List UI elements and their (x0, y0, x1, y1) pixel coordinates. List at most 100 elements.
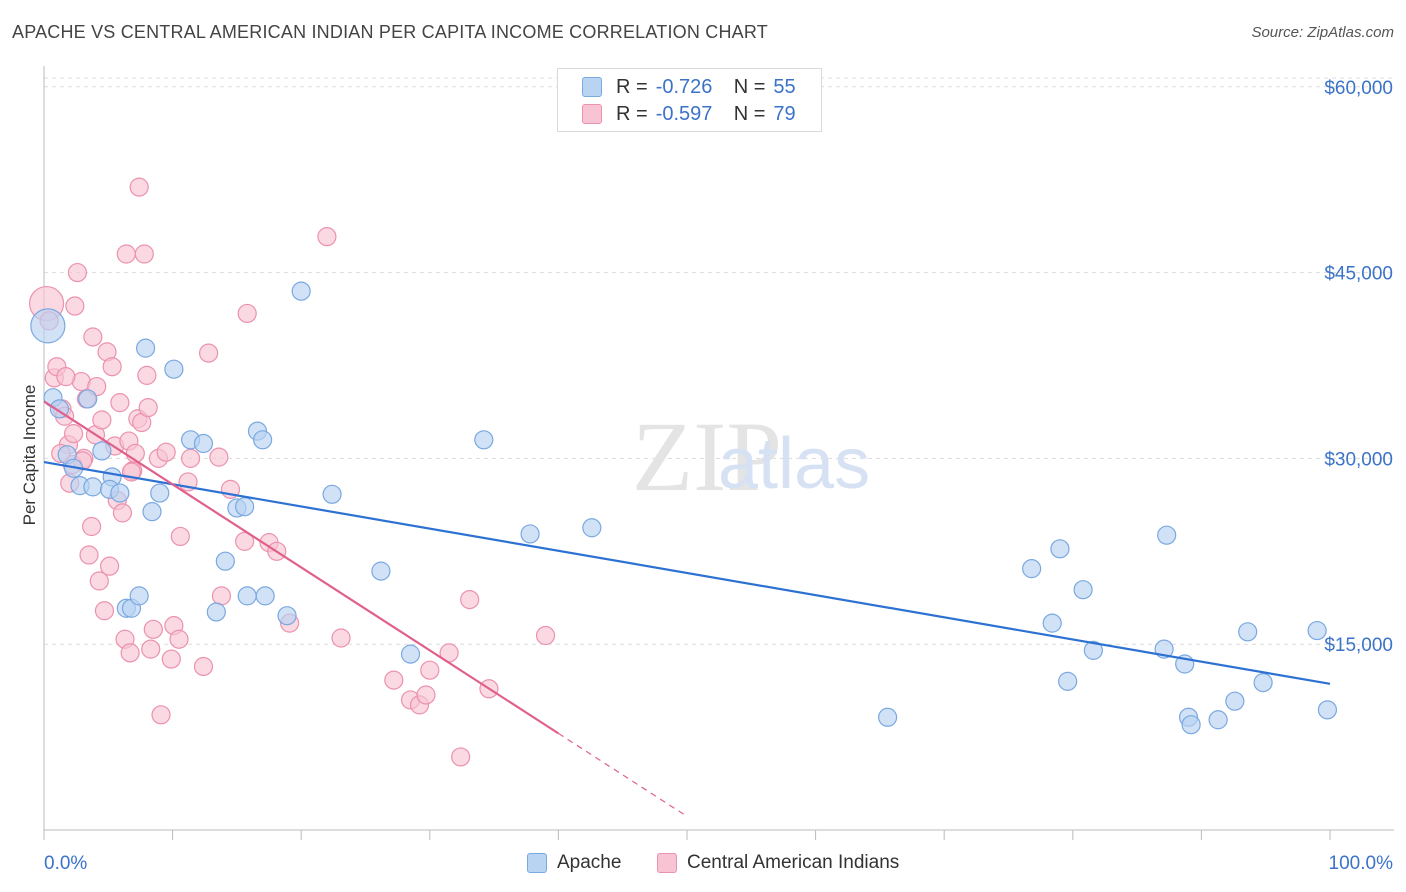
cai-point (56, 367, 76, 387)
watermark-atlas: atlas (718, 424, 870, 504)
apache-trend-line (43, 461, 1331, 685)
apache-point (1208, 710, 1228, 730)
cai-point (134, 244, 154, 264)
cai-point (112, 503, 133, 523)
apache-point (129, 586, 149, 606)
apache-point (1083, 640, 1103, 660)
apache-point (1317, 700, 1338, 720)
apache-point (83, 477, 103, 497)
watermark-zip: ZIP (632, 401, 782, 512)
apache-point (1050, 539, 1070, 559)
cai-point (92, 410, 112, 430)
cai-trend-line (43, 400, 559, 735)
stats-legend: R = -0.726 N = 55 R = -0.597 N = 79 (557, 68, 822, 132)
apache-point (110, 483, 130, 503)
cai-point (331, 628, 351, 648)
apache-point (371, 561, 391, 581)
cai-point (110, 393, 130, 413)
cai-point (89, 571, 109, 591)
cai-point (67, 262, 88, 283)
apache-point (400, 644, 421, 664)
cai-point (120, 643, 140, 663)
cai-point (151, 705, 171, 725)
cai-point (81, 516, 102, 537)
cai-point (156, 442, 176, 462)
apache-point (1238, 622, 1258, 642)
cai-point (193, 656, 214, 677)
apache-point (215, 551, 235, 571)
cai-point (137, 365, 157, 385)
apache-point (237, 586, 257, 606)
apache-point (150, 483, 170, 503)
y-tick-label: $45,000 (1324, 264, 1393, 285)
cai-point (141, 639, 161, 659)
apache-swatch (582, 77, 602, 97)
cai-point (535, 625, 556, 646)
apache-point (582, 518, 602, 538)
cai-point (317, 227, 337, 247)
series-legend: Apache Central American Indians (0, 852, 1406, 878)
cai-point (94, 601, 115, 621)
apache-point (255, 586, 275, 606)
axes-layer (43, 66, 1394, 840)
cai-swatch (582, 104, 602, 124)
legend-item-cai[interactable]: Central American Indians (657, 852, 899, 874)
cai-point (65, 296, 85, 316)
apache-point (30, 308, 66, 344)
apache-r-label: R = (616, 75, 648, 98)
x-tick-label: 100.0% (1329, 853, 1394, 874)
cai-n-label: N = (733, 102, 766, 125)
cai-point (169, 629, 189, 649)
cai-point (170, 526, 190, 547)
y-tick-label: $30,000 (1324, 449, 1393, 470)
cai-point (199, 343, 219, 363)
cai-r-label: R = (616, 102, 648, 125)
cai-point (384, 670, 404, 690)
apache-point (92, 441, 112, 461)
cai-point (102, 357, 122, 377)
apache-point (474, 430, 494, 450)
cai-point (235, 531, 255, 551)
cai-point (116, 244, 136, 264)
trend-layer (43, 400, 1331, 817)
cai-point (209, 447, 229, 467)
chart-title: APACHE VS CENTRAL AMERICAN INDIAN PER CA… (12, 22, 768, 42)
source-label: Source: ZipAtlas.com (1251, 24, 1394, 41)
cai-point (79, 545, 99, 565)
apache-point (1157, 525, 1177, 545)
cai-n-value: 79 (773, 102, 796, 125)
cai-legend-label: Central American Indians (687, 852, 900, 873)
grid-layer (44, 77, 1394, 645)
cai-point (237, 303, 257, 324)
cai-point (161, 649, 181, 669)
apache-point (322, 484, 342, 504)
apache-point (235, 497, 255, 517)
apache-point (1073, 580, 1093, 600)
apache-point (291, 281, 311, 301)
cai-point (129, 177, 149, 197)
apache-point (1225, 691, 1245, 711)
y-tick-label: $60,000 (1324, 78, 1393, 99)
cai-point (143, 619, 163, 639)
cai-point (138, 398, 158, 418)
cai-r-value: -0.597 (655, 102, 713, 125)
cai-point (99, 556, 120, 576)
apache-point (1253, 672, 1273, 693)
apache-legend-label: Apache (557, 852, 622, 873)
cai-trend-extension (558, 732, 688, 817)
cai-point (211, 586, 232, 606)
cai-point (181, 448, 201, 468)
apache-n-label: N = (733, 75, 766, 98)
apache-legend-swatch (527, 853, 547, 873)
apache-point (206, 602, 226, 622)
y-axis-label: Per Capita Income (20, 384, 39, 526)
cai-point (83, 327, 103, 347)
cai-points (28, 177, 556, 767)
legend-row-apache: R = -0.726 N = 55 (582, 75, 796, 99)
apache-points (30, 281, 1338, 735)
y-tick-label: $15,000 (1324, 635, 1393, 656)
apache-point (1022, 559, 1042, 579)
apache-point (520, 524, 540, 544)
legend-item-apache[interactable]: Apache (527, 852, 621, 874)
